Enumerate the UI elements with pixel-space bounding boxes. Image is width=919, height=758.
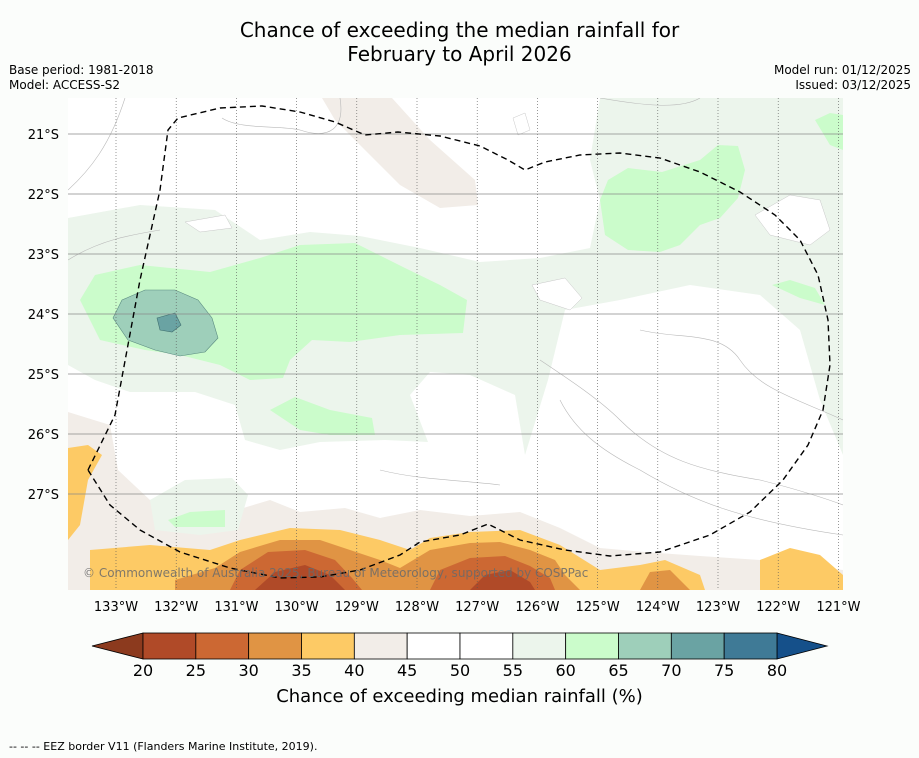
contour-lines — [68, 98, 843, 536]
model-run: Model run: 01/12/2025 — [773, 63, 911, 77]
contour-60-65-ne — [815, 113, 843, 150]
base-period: Base period: 1981-2018 — [9, 63, 154, 77]
contour-60-65-south — [270, 397, 375, 435]
colorbar-segment — [459, 632, 514, 660]
rainfall-contours — [68, 98, 843, 590]
colorbar-tick-label: 30 — [238, 661, 258, 680]
contour-60-65-east-small — [772, 280, 825, 305]
contour-35-40-west — [68, 445, 102, 540]
latitude-label: 25°S — [28, 368, 59, 383]
colorbar-segment — [565, 632, 619, 660]
colorbar-high-extension — [776, 632, 829, 660]
issued-date: Issued: 03/12/2025 — [795, 78, 911, 92]
colorbar-label: Chance of exceeding median rainfall (%) — [276, 686, 643, 707]
colorbar-tick-label: 35 — [291, 661, 311, 680]
meta-left: Base period: 1981-2018 Model: ACCESS-S2 — [9, 63, 154, 93]
colorbar-tick-label: 55 — [503, 661, 523, 680]
longitude-label: 128°W — [395, 600, 439, 615]
colorbar-segment — [248, 632, 302, 660]
colorbar-tick-label: 75 — [714, 661, 734, 680]
contour-35-40-se — [760, 548, 843, 590]
latitude-label: 21°S — [28, 128, 59, 143]
colorbar-segment — [512, 632, 567, 660]
longitude-label: 126°W — [515, 600, 559, 615]
copyright-notice: © Commonwealth of Australia 2025, Bureau… — [83, 566, 588, 580]
longitude-label: 123°W — [696, 600, 740, 615]
white-pocket-1 — [531, 277, 583, 311]
white-pocket-3 — [184, 214, 233, 233]
latitude-label: 24°S — [28, 308, 59, 323]
colorbar-segment — [406, 632, 461, 660]
eez-border — [87, 105, 831, 579]
longitude-labels: 133°W 132°W 131°W 130°W 129°W 128°W 127°W 126°W… — [94, 600, 861, 615]
contour-60-65-southwest — [168, 510, 225, 527]
graticule — [68, 98, 843, 590]
latitude-label: 26°S — [28, 428, 59, 443]
longitude-label: 125°W — [576, 600, 620, 615]
colorbar-tick-label: 25 — [186, 661, 206, 680]
colorbar-tick-label: 45 — [397, 661, 417, 680]
eez-footnote: -- -- -- EEZ border V11 (Flanders Marine… — [9, 740, 318, 753]
colorbar-segments — [142, 632, 778, 660]
contour-30-35-se — [640, 570, 690, 590]
colorbar-tick-label: 50 — [450, 661, 470, 680]
longitude-label: 122°W — [756, 600, 800, 615]
colorbar-segment — [353, 632, 408, 660]
colorbar-low-extension — [91, 632, 144, 660]
colorbar-tick-label: 80 — [767, 661, 787, 680]
title-line-1: Chance of exceeding the median rainfall … — [239, 18, 680, 42]
contour-20-25-b — [470, 570, 535, 590]
white-pocket-2 — [754, 194, 831, 246]
colorbar-tick-label: 20 — [133, 661, 153, 680]
map-title: Chance of exceeding the median rainfall … — [0, 18, 919, 66]
colorbar-tick-label: 65 — [608, 661, 628, 680]
colorbar-segment — [142, 632, 197, 660]
contour-20-25 — [255, 565, 345, 590]
model-name: Model: ACCESS-S2 — [9, 78, 121, 92]
colorbar-tick-label: 40 — [344, 661, 364, 680]
colorbar-segment — [723, 632, 778, 660]
colorbar-segment — [618, 632, 672, 660]
longitude-label: 131°W — [214, 600, 258, 615]
longitude-label: 132°W — [154, 600, 198, 615]
longitude-label: 127°W — [455, 600, 499, 615]
colorbar: 20 25 30 35 40 45 50 55 60 65 70 75 80 — [91, 632, 829, 680]
contour-60-65-east — [600, 145, 745, 252]
title-line-2: February to April 2026 — [347, 42, 572, 66]
longitude-label: 133°W — [94, 600, 138, 615]
meta-right: Model run: 01/12/2025 Issued: 03/12/2025 — [774, 63, 911, 93]
white-pocket-4 — [512, 112, 531, 136]
latitude-label: 23°S — [28, 248, 59, 263]
contour-40-45-north — [322, 98, 478, 208]
colorbar-ticks: 20 25 30 35 40 45 50 55 60 65 70 75 80 — [133, 661, 787, 680]
latitude-label: 22°S — [28, 188, 59, 203]
latitude-labels: 21°S 22°S 23°S 24°S 25°S 26°S 27°S — [28, 128, 59, 503]
colorbar-segment — [195, 632, 250, 660]
longitude-label: 129°W — [335, 600, 379, 615]
longitude-label: 124°W — [636, 600, 680, 615]
longitude-label: 130°W — [275, 600, 319, 615]
colorbar-tick-label: 60 — [555, 661, 575, 680]
colorbar-segment — [670, 632, 725, 660]
longitude-label: 121°W — [816, 600, 860, 615]
colorbar-tick-label: 70 — [661, 661, 681, 680]
colorbar-segment — [301, 632, 355, 660]
latitude-label: 27°S — [28, 488, 59, 503]
